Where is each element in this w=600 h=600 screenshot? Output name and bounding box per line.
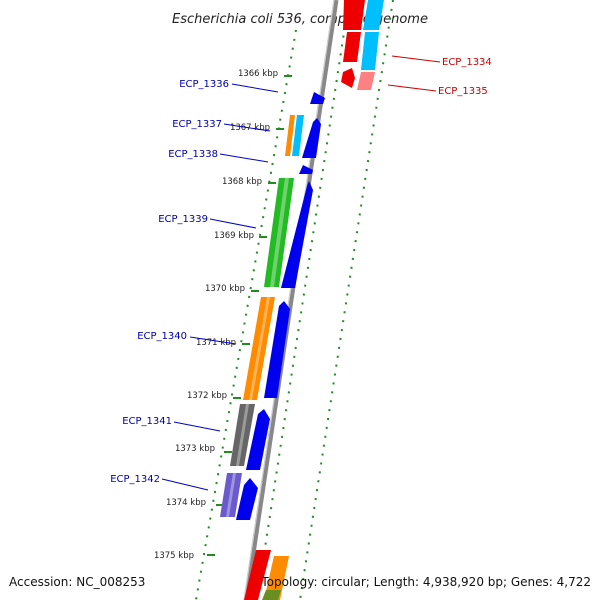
genome-backbone-highlight — [243, 0, 335, 600]
gene-label-ecp-1341[interactable]: ECP_1341 — [122, 416, 172, 427]
gene-label-ecp-1339[interactable]: ECP_1339 — [158, 214, 208, 225]
gene-arrow-ecp-1335-red[interactable] — [341, 68, 355, 88]
block-highlights — [226, 178, 289, 517]
gene-block-orange-1337[interactable] — [285, 115, 295, 156]
gene-arrow-ecp-1339[interactable] — [281, 181, 313, 288]
tick-label-1372: 1372 kbp — [187, 391, 227, 401]
gene-block-cyan-1334[interactable] — [361, 32, 379, 70]
gene-block-cyan-top[interactable] — [363, 0, 384, 30]
gene-label-ecp-1334[interactable]: ECP_1334 — [442, 57, 492, 68]
gene-label-ecp-1337[interactable]: ECP_1337 — [172, 119, 222, 130]
leader-lines-right — [387, 55, 441, 92]
tick-label-1370: 1370 kbp — [205, 284, 245, 294]
tick-track-right — [256, 0, 350, 600]
gene-label-ecp-1336[interactable]: ECP_1336 — [179, 79, 229, 90]
tick-label-1371: 1371 kbp — [196, 338, 236, 348]
gene-block-cyan-1337[interactable] — [292, 115, 304, 156]
gene-block-ecp-1335[interactable] — [357, 72, 375, 90]
gene-block-red-bottom[interactable] — [244, 550, 271, 600]
gene-block-orange-bottom[interactable] — [264, 556, 289, 600]
tick-label-1373: 1373 kbp — [175, 444, 215, 454]
gene-label-ecp-1335[interactable]: ECP_1335 — [438, 86, 488, 97]
gene-arrow-ecp-1338[interactable] — [299, 165, 313, 174]
map-title: Escherichia coli 536, complete genome — [172, 12, 428, 27]
tick-label-1375: 1375 kbp — [154, 551, 194, 561]
gene-arrow-ecp-1342[interactable] — [236, 478, 258, 520]
gene-label-ecp-1342[interactable]: ECP_1342 — [110, 474, 160, 485]
gene-blocks-left — [220, 115, 304, 600]
forward-strand-genes — [236, 92, 325, 520]
gene-label-ecp-1340[interactable]: ECP_1340 — [137, 331, 187, 342]
gene-arrow-ecp-1337[interactable] — [302, 118, 321, 158]
tick-label-1374: 1374 kbp — [166, 498, 206, 508]
gene-arrow-ecp-1336[interactable] — [310, 92, 325, 104]
gene-arrow-ecp-1341[interactable] — [246, 409, 270, 470]
gene-block-olive-bottom[interactable] — [262, 590, 281, 600]
genome-summary: Topology: circular; Length: 4,938,920 bp… — [260, 575, 591, 589]
gene-block-green-1339[interactable] — [264, 178, 294, 287]
gene-block-ecp-1334[interactable] — [343, 32, 361, 62]
gene-block-gray-1341[interactable] — [230, 404, 255, 466]
gene-label-ecp-1338[interactable]: ECP_1338 — [168, 149, 218, 160]
tick-track-left — [195, 29, 297, 600]
gene-blocks-top-right — [341, 0, 384, 90]
genome-backbone — [243, 0, 339, 600]
gene-arrow-ecp-1340[interactable] — [264, 301, 290, 398]
tick-track-far-right — [299, 0, 394, 600]
leader-lines-left — [161, 83, 279, 491]
gene-block-purple-1342[interactable] — [220, 473, 242, 517]
gene-block-red-top[interactable] — [343, 0, 365, 30]
tick-label-1366: 1366 kbp — [238, 69, 278, 79]
accession-label: Accession: NC_008253 — [9, 575, 145, 589]
gene-block-orange-1340[interactable] — [243, 297, 275, 400]
tick-label-1369: 1369 kbp — [214, 231, 254, 241]
tick-label-1368: 1368 kbp — [222, 177, 262, 187]
